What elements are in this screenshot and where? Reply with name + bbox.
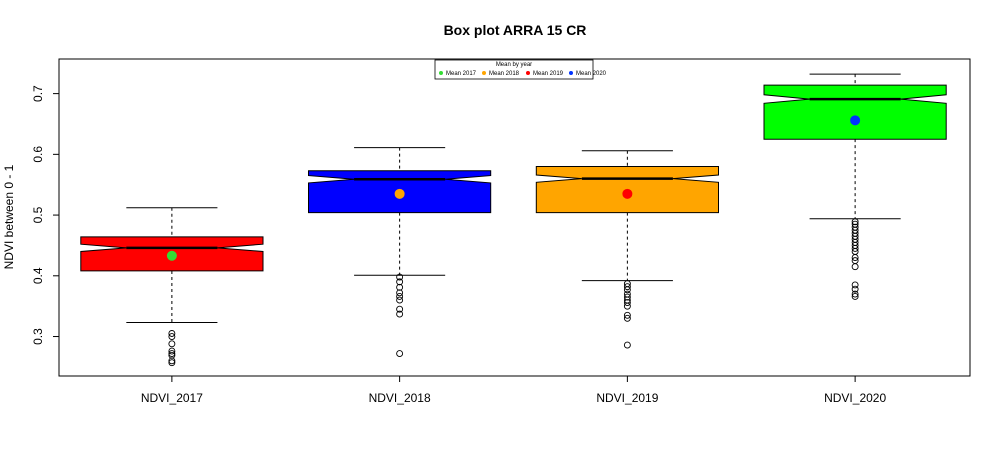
x-tick-label: NDVI_2019 <box>596 391 658 405</box>
legend-entry-label: Mean 2017 <box>446 71 477 77</box>
legend-marker <box>439 71 443 75</box>
mean-point <box>622 188 633 199</box>
y-axis: 0.3 0.4 0.5 0.6 0.7 <box>31 85 60 345</box>
outlier-point <box>168 340 176 348</box>
outlier-point <box>396 350 404 357</box>
y-tick-label: 0.6 <box>31 146 45 163</box>
outlier-point <box>623 286 631 294</box>
y-tick-label: 0.5 <box>31 206 45 223</box>
outlier-point <box>623 283 631 291</box>
y-tick-label: 0.4 <box>31 267 45 284</box>
mean-point <box>850 115 861 126</box>
x-tick-label: NDVI_2020 <box>824 391 886 405</box>
outlier-point <box>851 285 859 293</box>
outlier-point <box>168 351 176 359</box>
outlier-point <box>851 292 859 300</box>
box-ndvi-2018 <box>308 147 492 357</box>
outlier-point <box>623 302 631 310</box>
outlier-point <box>623 299 631 306</box>
outlier-point <box>396 289 404 297</box>
box-ndvi-2017 <box>80 207 264 367</box>
box-ndvi-2020 <box>763 73 947 300</box>
mean-point <box>166 250 177 261</box>
legend-entry-label: Mean 2018 <box>489 71 520 77</box>
notched-box <box>763 84 947 140</box>
outlier-point <box>851 218 859 226</box>
outlier-point <box>168 333 176 340</box>
outlier-point <box>168 357 176 365</box>
outlier-point <box>623 311 631 319</box>
outlier-point <box>168 359 176 367</box>
legend: Mean by year Mean 2017 Mean 2018 Mean 2019… <box>434 59 607 80</box>
x-tick-label: NDVI_2017 <box>141 391 203 405</box>
outlier-point <box>851 290 859 298</box>
outlier-point <box>623 314 631 322</box>
outlier-point <box>168 330 176 337</box>
box-ndvi-2019 <box>535 150 719 349</box>
outlier-point <box>851 254 859 262</box>
y-tick-label: 0.7 <box>31 85 45 102</box>
y-tick-label: 0.3 <box>31 328 45 345</box>
outlier-point <box>396 278 404 286</box>
outlier-point <box>623 293 631 301</box>
chart-title: Box plot ARRA 15 CR <box>444 22 587 38</box>
outlier-point <box>168 350 176 357</box>
x-axis: NDVI_2017 NDVI_2018 NDVI_2019 NDVI_2020 <box>141 375 886 405</box>
legend-entry-label: Mean 2020 <box>576 71 607 77</box>
legend-title: Mean by year <box>496 62 532 68</box>
outlier-point <box>396 292 404 300</box>
outlier-point <box>396 310 404 318</box>
boxes-layer <box>80 73 947 367</box>
outlier-point <box>396 296 404 304</box>
outlier-point <box>851 281 859 289</box>
x-tick-label: NDVI_2018 <box>369 391 431 405</box>
outlier-point <box>851 263 859 271</box>
legend-marker <box>482 71 486 75</box>
legend-entry-label: Mean 2019 <box>533 71 564 77</box>
legend-marker <box>526 71 530 75</box>
outlier-point <box>396 283 404 291</box>
outlier-point <box>168 347 176 355</box>
mean-point <box>394 188 405 199</box>
y-axis-label: NDVI between 0 - 1 <box>2 164 16 269</box>
outlier-point <box>396 273 404 281</box>
legend-marker <box>569 71 573 75</box>
outlier-point <box>851 245 859 252</box>
legend-box <box>434 59 594 80</box>
outlier-point <box>623 341 631 349</box>
outlier-point <box>396 305 404 313</box>
